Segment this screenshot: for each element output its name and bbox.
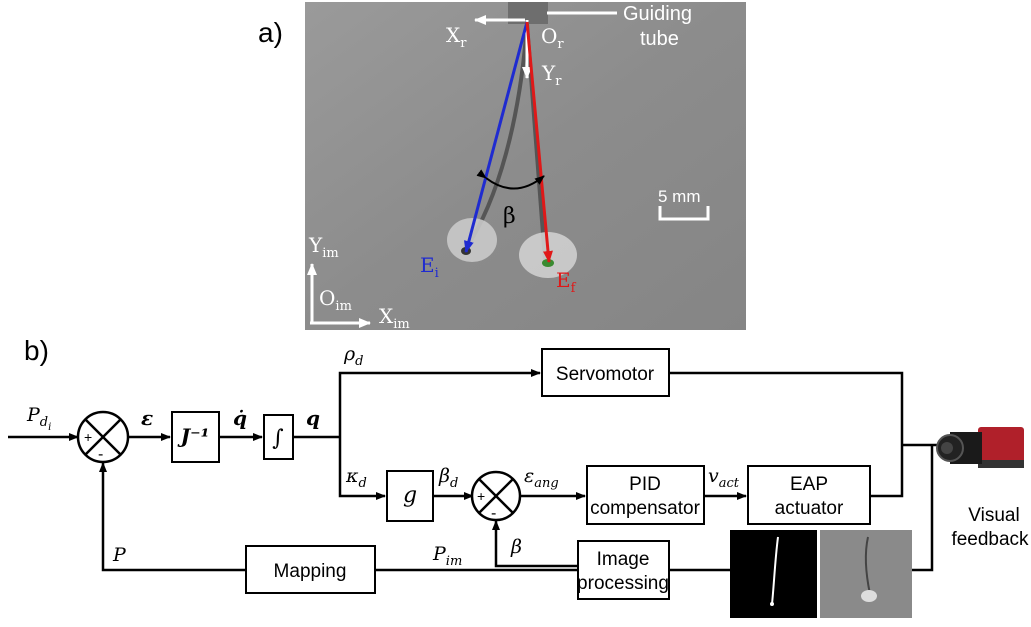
- scale-bar-label: 5 mm: [658, 187, 701, 206]
- input-signal-label: Pdi: [26, 404, 51, 433]
- beta-angle-arc: [476, 169, 545, 190]
- q-label: q: [306, 406, 320, 430]
- servomotor-block: Servomotor: [541, 348, 670, 397]
- svg-text:∫: ∫: [272, 426, 284, 451]
- q-dot-label: q̇: [233, 406, 247, 430]
- signal-lines: [8, 369, 967, 572]
- p-im-label: Pim: [432, 543, 462, 569]
- initial-position-line: [463, 21, 529, 253]
- beta-angle-label: β: [503, 204, 516, 229]
- svg-text:g: g: [403, 483, 417, 508]
- svg-text:Mapping: Mapping: [274, 561, 347, 582]
- raw-image-thumbnail: [820, 530, 912, 618]
- eap-actuator-block: EAP actuator: [747, 465, 871, 525]
- image-x-label: Xim: [379, 304, 410, 332]
- svg-text:+: +: [84, 429, 92, 445]
- initial-tip-blob: [447, 218, 497, 262]
- guiding-tube-label: Guiding tube: [623, 3, 698, 50]
- jacobian-block: J⁻¹: [171, 411, 220, 463]
- robot-origin-label: Or: [541, 24, 564, 52]
- p-label: P: [112, 544, 127, 566]
- initial-end-label: Ei: [420, 253, 439, 281]
- beta-d-label: βd: [438, 465, 458, 491]
- summing-junction-1: + -: [76, 410, 130, 464]
- final-position-line: [525, 21, 553, 263]
- svg-text:Servomotor: Servomotor: [556, 364, 655, 385]
- mapping-block: Mapping: [245, 545, 376, 594]
- robot-y-label: Yr: [541, 61, 562, 89]
- image-processing-block: Image processing: [577, 540, 670, 600]
- experiment-photo: [305, 2, 746, 330]
- image-y-label: Yim: [308, 233, 339, 261]
- svg-text:-: -: [98, 446, 103, 463]
- rho-d-label: ρd: [343, 343, 364, 369]
- kappa-d-label: κd: [345, 465, 367, 491]
- pid-compensator-block: PID compensator: [586, 465, 705, 525]
- robot-x-label: Xr: [446, 23, 467, 51]
- scale-bar: [658, 206, 710, 221]
- eps-ang-label: εang: [524, 465, 559, 491]
- visual-feedback-label: Visual feedback: [951, 505, 1029, 550]
- svg-text:-: -: [491, 505, 496, 522]
- summing-junction-2: + -: [470, 470, 522, 522]
- integrator-block: ∫: [263, 414, 294, 460]
- svg-text:J⁻¹: J⁻¹: [177, 424, 210, 448]
- panel-a-label: a): [258, 17, 283, 48]
- final-end-label: Ef: [556, 268, 577, 296]
- g-block: g: [386, 470, 434, 522]
- binary-image-thumbnail: [730, 530, 817, 618]
- image-origin-label: Oim: [319, 286, 352, 314]
- svg-text:+: +: [477, 488, 485, 504]
- panel-b-label: b): [24, 335, 49, 366]
- epsilon-label: ε: [141, 406, 153, 430]
- v-act-label: vact: [708, 465, 740, 491]
- camera-icon: [936, 427, 1024, 468]
- beta-feedback-label: β: [510, 536, 522, 558]
